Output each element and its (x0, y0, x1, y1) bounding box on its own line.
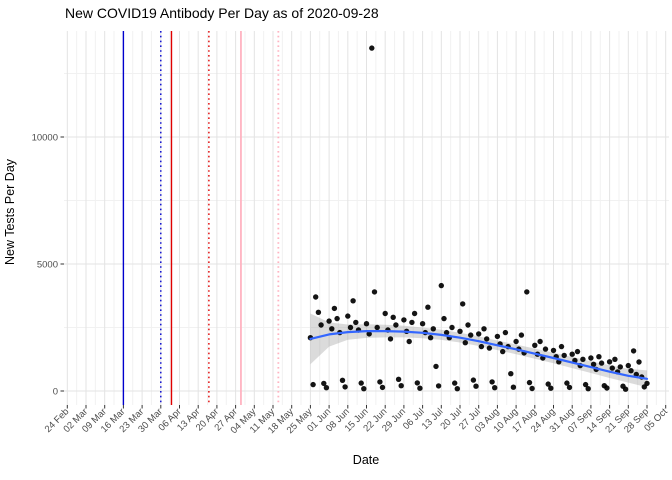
svg-text:10000: 10000 (32, 133, 58, 144)
loess-trend-line (309, 330, 649, 380)
axis-tick-marks (60, 136, 667, 409)
gridlines-major (64, 31, 669, 405)
svg-text:0: 0 (53, 387, 58, 398)
y-axis-title: New Tests Per Day (3, 158, 17, 265)
y-axis-tick-labels: 0 5000 10000 (32, 133, 58, 398)
event-date-lines (122, 31, 280, 405)
x-axis-title: Date (353, 453, 379, 467)
chart-title: New COVID19 Antibody Per Day as of 2020-… (65, 5, 379, 21)
gridlines-minor (64, 31, 669, 405)
svg-text:5000: 5000 (37, 260, 58, 271)
